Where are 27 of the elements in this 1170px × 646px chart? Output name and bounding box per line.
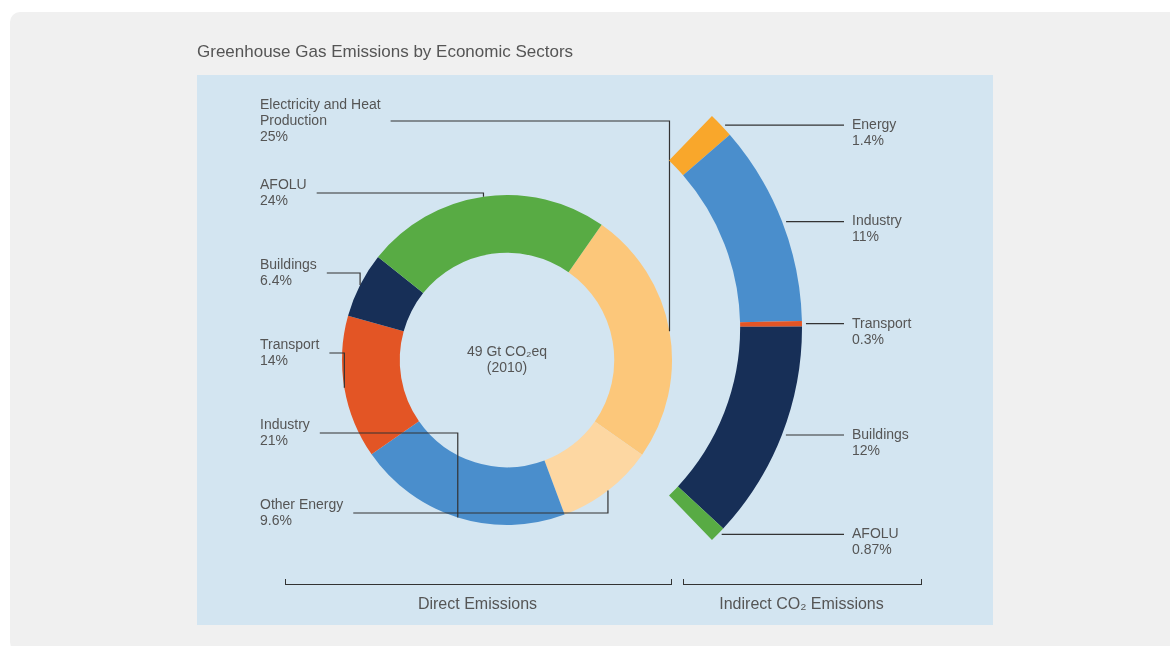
data-label: 11% [852, 228, 879, 245]
data-label: 0.87% [852, 541, 892, 558]
slice-label: Industry [260, 415, 310, 432]
data-label: 6.4% [260, 271, 292, 288]
data-label: 21% [260, 431, 289, 448]
data-label: 1.4% [852, 132, 884, 149]
slice-label: Industry [852, 212, 902, 229]
chart-title: Greenhouse Gas Emissions by Economic Sectors [197, 42, 574, 62]
slice-label: AFOLU [260, 175, 307, 192]
slice-label: Transport [852, 314, 912, 331]
text: 49 Gt CO₂eq [466, 342, 548, 359]
slice-label: Buildings [260, 255, 317, 272]
data-label: 0.3% [852, 330, 884, 347]
slice-label: Transport [260, 335, 320, 352]
slice-label: Other Energy [260, 495, 344, 512]
text: (2010) [486, 358, 528, 375]
data-label: 24% [260, 191, 289, 208]
data-label: 9.6% [260, 511, 292, 528]
text: Direct Emissions [416, 595, 539, 613]
text: Indirect CO₂ Emissions [718, 595, 885, 613]
slice-label: AFOLU [852, 525, 899, 542]
data-label: 12% [852, 441, 881, 458]
slice-label: Electricity and Heat Production [260, 95, 381, 128]
slice-label: Energy [852, 116, 897, 133]
data-label: 25% [260, 127, 289, 144]
data-label: 14% [260, 351, 289, 368]
slice-label: Buildings [852, 425, 909, 442]
